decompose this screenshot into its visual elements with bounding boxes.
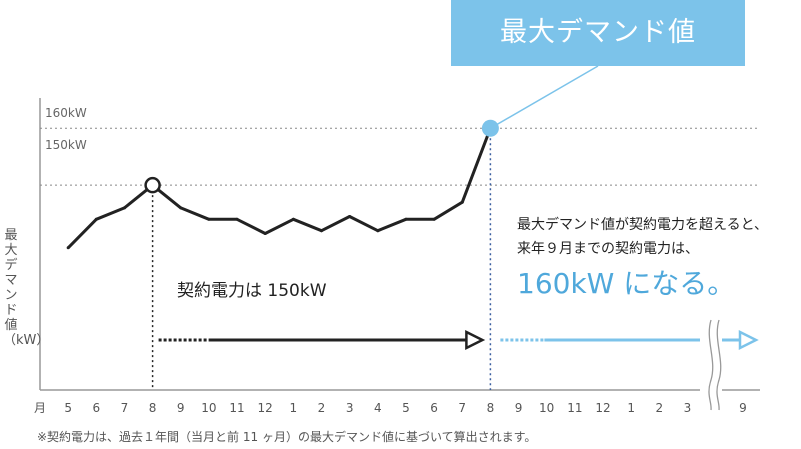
peak-point [481, 119, 499, 137]
x-tick-label: 月 [34, 401, 46, 415]
x-tick-label: 7 [458, 401, 466, 415]
data-point [376, 229, 380, 233]
x-tick-label: 9 [177, 401, 185, 415]
data-point [460, 200, 464, 204]
data-point [348, 214, 352, 218]
x-tick-label: 5 [64, 401, 72, 415]
x-tick-label: 11 [567, 401, 582, 415]
x-tick-label: 2 [318, 401, 326, 415]
x-tick-label: 12 [595, 401, 610, 415]
x-tick-label: 10 [201, 401, 216, 415]
x-tick-label: 8 [149, 401, 157, 415]
axis-break-line-left [708, 319, 714, 411]
x-tick-label: 8 [487, 401, 495, 415]
x-tick-label: 5 [402, 401, 410, 415]
x-tick-label: 2 [655, 401, 663, 415]
axis-break-line-right [716, 319, 722, 411]
data-point [207, 217, 211, 221]
footnote: ※契約電力は、過去１年間（当月と前 11 ヶ月）の最大デマンド値に基づいて算出さ… [37, 430, 537, 444]
x-tick-label: 11 [229, 401, 244, 415]
callout-connector [490, 65, 599, 129]
data-point [66, 246, 70, 250]
x-tick-label: 12 [258, 401, 273, 415]
explanation-line-2: 来年９月までの契約電力は、 [517, 241, 699, 257]
x-tick-label: 3 [346, 401, 354, 415]
data-point [291, 217, 295, 221]
data-point [404, 217, 408, 221]
explanation-text: 最大デマンド値が契約電力を超えると、 来年９月までの契約電力は、 [517, 213, 768, 261]
data-point [94, 217, 98, 221]
ref-label-160: 160kW [45, 106, 87, 120]
new-contract-value: 160kW になる。 [517, 267, 736, 300]
data-point [235, 217, 239, 221]
y-axis-label: 最大デマンド値（kW） [3, 228, 50, 348]
x-tick-label: 1 [627, 401, 635, 415]
x-tick-label: 4 [374, 401, 382, 415]
x-tick-label: 10 [539, 401, 554, 415]
contract-arrow-head [465, 329, 486, 351]
x-tick-label: 6 [92, 401, 100, 415]
x-tick-label: 3 [684, 401, 692, 415]
data-point [432, 217, 436, 221]
x-tick-label: 9 [515, 401, 523, 415]
contract-power-label: 契約電力は 150kW [177, 281, 327, 301]
next-arrow-head [738, 329, 759, 351]
data-point [179, 206, 183, 210]
ref-label-150: 150kW [45, 138, 87, 152]
data-point [320, 229, 323, 233]
contract-point [144, 176, 161, 194]
x-tick-label: 7 [121, 401, 129, 415]
x-tick-label: 9 [739, 401, 747, 415]
data-point [263, 232, 267, 236]
axis-break-mask [700, 318, 722, 398]
x-tick-label: 6 [430, 401, 438, 415]
data-point [122, 206, 126, 210]
explanation-line-1: 最大デマンド値が契約電力を超えると、 [517, 217, 769, 233]
max-demand-callout: 最大デマンド値 [451, 0, 745, 66]
demand-line [67, 127, 492, 249]
x-tick-label: 1 [290, 401, 298, 415]
